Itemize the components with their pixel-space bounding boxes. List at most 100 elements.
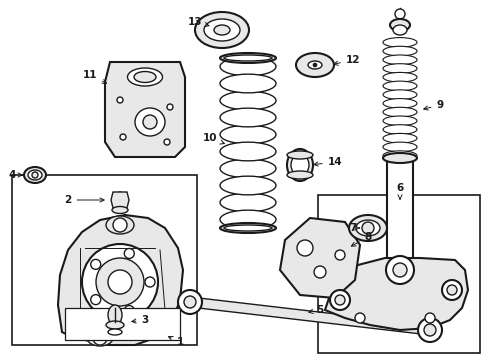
Text: 12: 12 (333, 55, 360, 65)
Ellipse shape (220, 223, 275, 233)
Text: 1: 1 (168, 337, 183, 347)
Ellipse shape (108, 305, 122, 325)
Text: 11: 11 (82, 70, 106, 83)
Text: 13: 13 (187, 17, 208, 27)
Circle shape (124, 306, 134, 315)
Circle shape (392, 263, 406, 277)
Circle shape (312, 63, 316, 67)
Circle shape (163, 139, 170, 145)
Circle shape (113, 218, 127, 232)
Circle shape (417, 318, 441, 342)
Polygon shape (280, 218, 359, 298)
Circle shape (446, 285, 456, 295)
Text: 4: 4 (8, 170, 22, 180)
Ellipse shape (382, 55, 416, 64)
Ellipse shape (220, 108, 275, 127)
Ellipse shape (106, 216, 134, 234)
Ellipse shape (382, 142, 416, 152)
Bar (317, 195, 479, 353)
Ellipse shape (307, 61, 321, 69)
Circle shape (334, 250, 345, 260)
Ellipse shape (142, 115, 157, 129)
Ellipse shape (24, 167, 46, 183)
Circle shape (424, 313, 434, 323)
Ellipse shape (290, 154, 308, 176)
Ellipse shape (220, 74, 275, 93)
Ellipse shape (220, 176, 275, 195)
Circle shape (117, 97, 123, 103)
Ellipse shape (28, 170, 42, 180)
Ellipse shape (382, 151, 416, 161)
Ellipse shape (382, 90, 416, 99)
Ellipse shape (220, 142, 275, 161)
Ellipse shape (220, 210, 275, 229)
Ellipse shape (286, 149, 312, 181)
Ellipse shape (355, 220, 379, 236)
Ellipse shape (127, 68, 162, 86)
Circle shape (96, 258, 143, 306)
Ellipse shape (87, 330, 113, 346)
Polygon shape (105, 62, 184, 157)
Circle shape (329, 290, 349, 310)
Circle shape (82, 244, 158, 320)
Polygon shape (58, 215, 183, 345)
Ellipse shape (135, 108, 164, 136)
Circle shape (394, 9, 404, 19)
Circle shape (313, 266, 325, 278)
Circle shape (178, 290, 202, 314)
Ellipse shape (392, 25, 406, 35)
Ellipse shape (220, 53, 275, 63)
Circle shape (423, 324, 435, 336)
Ellipse shape (382, 125, 416, 134)
Text: 6: 6 (396, 183, 403, 199)
Ellipse shape (382, 153, 416, 163)
Ellipse shape (382, 46, 416, 56)
Ellipse shape (382, 37, 416, 47)
Polygon shape (386, 158, 412, 258)
Ellipse shape (295, 53, 333, 77)
Ellipse shape (224, 55, 271, 61)
Ellipse shape (134, 72, 156, 82)
Ellipse shape (112, 207, 128, 213)
Polygon shape (111, 192, 129, 208)
Ellipse shape (382, 72, 416, 82)
Ellipse shape (220, 91, 275, 110)
Ellipse shape (348, 215, 386, 241)
Polygon shape (325, 258, 467, 330)
Circle shape (354, 313, 364, 323)
Ellipse shape (382, 81, 416, 91)
Ellipse shape (286, 151, 312, 159)
Ellipse shape (195, 12, 248, 48)
Text: 7: 7 (348, 223, 359, 233)
Text: 14: 14 (313, 157, 342, 167)
Ellipse shape (214, 25, 229, 35)
Ellipse shape (220, 125, 275, 144)
Ellipse shape (382, 116, 416, 126)
Circle shape (361, 222, 373, 234)
Bar (12, 175, 197, 345)
Polygon shape (189, 297, 430, 335)
Text: 8: 8 (351, 232, 371, 246)
Circle shape (91, 259, 101, 269)
Circle shape (124, 248, 134, 258)
Circle shape (385, 256, 413, 284)
Ellipse shape (106, 321, 124, 329)
Text: 9: 9 (423, 100, 443, 110)
Ellipse shape (108, 329, 122, 335)
Text: 2: 2 (64, 195, 104, 205)
Ellipse shape (389, 19, 409, 31)
Ellipse shape (286, 171, 312, 179)
Circle shape (334, 295, 345, 305)
Ellipse shape (203, 19, 240, 41)
Circle shape (183, 296, 196, 308)
Circle shape (441, 280, 461, 300)
Circle shape (91, 294, 101, 305)
Ellipse shape (382, 107, 416, 117)
Circle shape (167, 104, 173, 110)
Ellipse shape (382, 64, 416, 73)
Ellipse shape (220, 57, 275, 76)
Ellipse shape (220, 159, 275, 178)
Circle shape (93, 331, 107, 345)
Circle shape (296, 240, 312, 256)
Text: 5: 5 (308, 305, 323, 315)
